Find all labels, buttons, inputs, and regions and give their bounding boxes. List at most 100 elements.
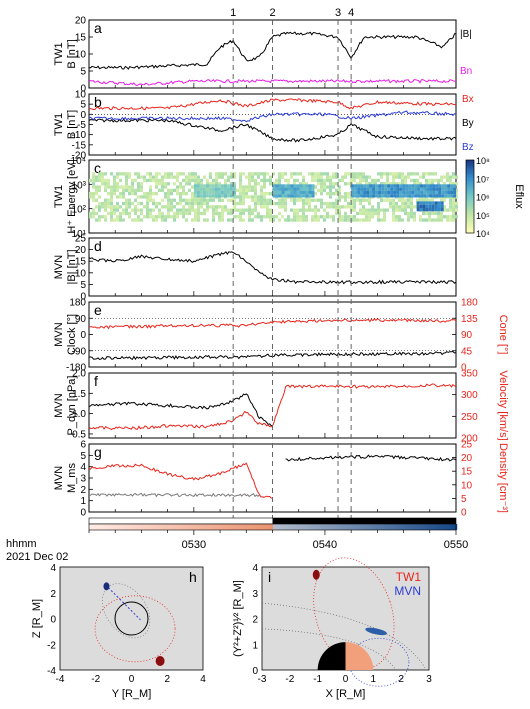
heatmap-cell (377, 172, 380, 176)
heatmap-cell (368, 215, 371, 219)
heatmap-cell (221, 211, 224, 216)
heatmap-cell (182, 192, 185, 196)
panel-e-series-line (88, 318, 457, 330)
heatmap-cell (245, 188, 248, 192)
heatmap-cell (110, 198, 113, 202)
heatmap-cell (380, 198, 383, 202)
heatmap-cell (191, 198, 194, 202)
heatmap-cell (438, 190, 442, 195)
heatmap-cell (320, 172, 323, 176)
heatmap-cell (441, 187, 445, 191)
heatmap-cell (335, 205, 338, 209)
colorbar-frame (465, 159, 475, 234)
heatmap-cell (230, 211, 233, 216)
heatmap-cell (435, 184, 439, 188)
heatmap-cell (272, 182, 275, 186)
heatmap-cell (290, 175, 293, 179)
heatmap-cell (182, 185, 185, 189)
heatmap-cell (278, 178, 281, 183)
heatmap-cell (152, 208, 155, 212)
region-bar-cell (209, 524, 212, 530)
heatmap-cell (161, 182, 164, 186)
heatmap-cell (314, 215, 317, 219)
region-bar-cell (123, 524, 126, 530)
panel-h-ytick-label: -2 (47, 640, 56, 651)
heatmap-cell (92, 215, 95, 219)
heatmap-cell (218, 218, 221, 222)
heatmap-cell (311, 190, 315, 195)
heatmap-cell (218, 215, 221, 219)
heatmap-cell (399, 190, 403, 195)
heatmap-cell (161, 218, 164, 222)
heatmap-cell (137, 182, 140, 186)
region-bar-cell (331, 524, 334, 530)
heatmap-cell (450, 187, 454, 191)
heatmap-cell (116, 195, 119, 199)
heatmap-cell (215, 172, 218, 176)
region-bar-cell (431, 524, 434, 530)
heatmap-cell (287, 190, 291, 195)
heatmap-cell (140, 195, 143, 199)
heatmap-cell (257, 175, 260, 179)
heatmap-cell (311, 208, 314, 212)
heatmap-cell (245, 185, 248, 189)
heatmap-cell (212, 198, 215, 202)
heatmap-cell (107, 192, 110, 196)
heatmap-cell (251, 208, 254, 212)
heatmap-cell (149, 215, 152, 219)
heatmap-cell (368, 198, 371, 202)
region-bar-cell (251, 524, 254, 530)
heatmap-cell (356, 218, 359, 222)
heatmap-cell (320, 192, 323, 196)
heatmap-cell (372, 184, 376, 188)
heatmap-cell (176, 188, 179, 192)
colorbar-cell (466, 191, 474, 194)
heatmap-cell (438, 194, 442, 198)
heatmap-cell (248, 188, 251, 192)
heatmap-cell (401, 172, 404, 176)
heatmap-cell (453, 184, 457, 188)
heatmap-cell (116, 172, 119, 176)
heatmap-cell (353, 218, 356, 222)
heatmap-cell (146, 172, 149, 176)
region-bar-cell (231, 524, 234, 530)
colorbar-cell (466, 196, 474, 199)
heatmap-cell (317, 215, 320, 219)
heatmap-cell (387, 194, 391, 198)
heatmap-cell (143, 215, 146, 219)
heatmap-cell (223, 187, 227, 191)
heatmap-cell (212, 182, 215, 186)
panel-b-ylabel: B [nT] (66, 110, 78, 139)
heatmap-cell (393, 190, 397, 195)
heatmap-cell (369, 190, 373, 195)
heatmap-cell (365, 211, 368, 216)
heatmap-cell (329, 182, 332, 186)
heatmap-cell (338, 205, 341, 209)
heatmap-cell (357, 187, 361, 191)
colorbar-cell (466, 201, 474, 205)
heatmap-cell (122, 201, 125, 206)
heatmap-cell (281, 175, 284, 179)
heatmap-cell (419, 218, 422, 222)
heatmap-cell (110, 211, 113, 216)
heatmap-cell (179, 195, 182, 199)
heatmap-cell (257, 211, 260, 216)
region-bar-cell (311, 524, 314, 530)
panel-i-mvn-marker (365, 627, 387, 636)
heatmap-cell (226, 190, 230, 195)
heatmap-cell (350, 215, 353, 219)
panel-c-ytick-label: 10⁴ (71, 156, 86, 167)
heatmap-cell (167, 182, 170, 186)
region-bar-cell (387, 524, 390, 530)
colorbar-cell (466, 165, 474, 168)
heatmap-cell (263, 175, 266, 179)
heatmap-cell (92, 208, 95, 212)
heatmap-cell (196, 184, 200, 188)
heatmap-cell (254, 198, 257, 202)
heatmap-cell (263, 201, 266, 206)
heatmap-cell (401, 182, 404, 186)
heatmap-cell (203, 218, 206, 222)
time-axis-tick-label: 0530 (182, 539, 206, 551)
region-bar-cell (223, 524, 226, 530)
heatmap-cell (176, 192, 179, 196)
